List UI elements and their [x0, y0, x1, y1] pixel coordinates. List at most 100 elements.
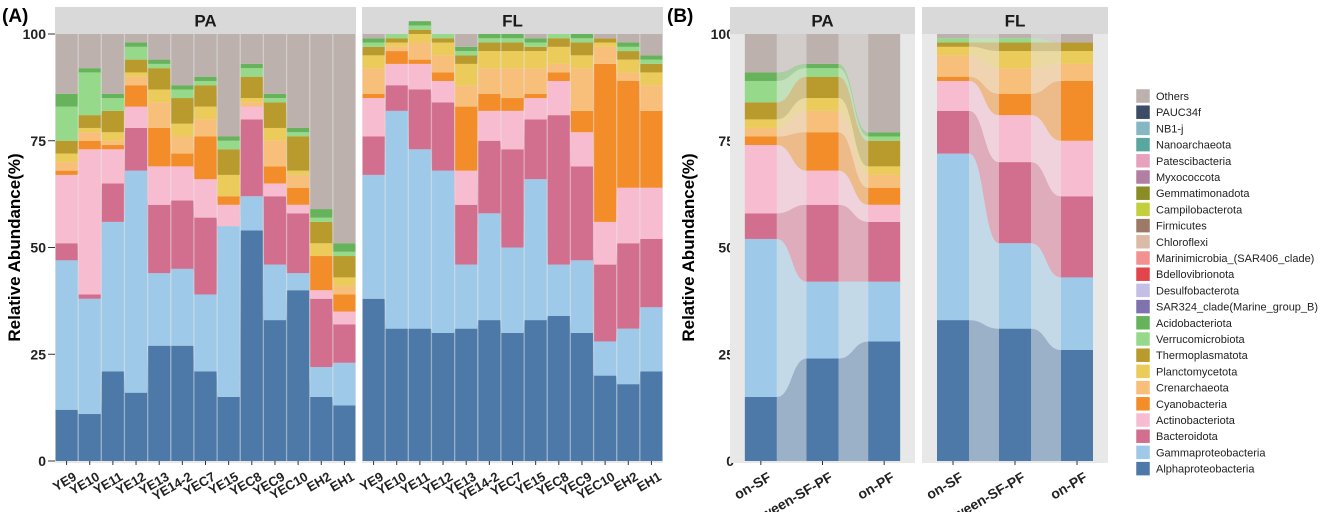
- flow-others: [454, 34, 456, 47]
- bar-segment-crenarchaeota: [194, 119, 217, 137]
- flow-verrucomicrobiota: [262, 68, 264, 103]
- bar-segment-gammaproteobacteria: [362, 174, 385, 299]
- flow-thermoplasmatota: [477, 42, 479, 64]
- flow-alphaproteobacteria: [592, 332, 595, 461]
- panel-a: Relative Abundance(%) 0 25 50 75 100PAYE9YE10…: [5, 7, 664, 504]
- panel-label-b: (B): [667, 6, 693, 27]
- x-tick-label: on-PF: [1047, 469, 1090, 503]
- bar-segment-crenarchaeota: [240, 102, 263, 107]
- flow-actinobacteriota: [500, 110, 502, 150]
- flow-crenarchaeota: [100, 132, 102, 146]
- bar-segment-cyanobacteria: [385, 51, 408, 64]
- flow-verrucomicrobiota: [170, 63, 172, 99]
- bar-segment-crenarchaeota: [999, 68, 1031, 94]
- flow-alphaproteobacteria: [477, 320, 479, 461]
- bar-segment-thermoplasmatota: [263, 102, 286, 128]
- flow-thermoplasmatota: [193, 85, 195, 124]
- flow-thermoplasmatota: [262, 76, 264, 128]
- bar-segment-crenarchaeota: [744, 127, 777, 137]
- flow-acidobacteriota: [309, 127, 311, 218]
- bar-segment-others: [594, 34, 617, 39]
- bar-segment-gammaproteobacteria: [868, 281, 901, 342]
- bar-segment-crenarchaeota: [547, 63, 570, 73]
- bar-segment-others: [125, 34, 148, 43]
- bar-segment-planctomycetota: [101, 132, 124, 141]
- bar-segment-gammaproteobacteria: [125, 170, 148, 393]
- flow-gammaproteobacteria: [332, 362, 334, 406]
- flow-crenarchaeota: [592, 46, 595, 111]
- flow-verrucomicrobiota: [384, 34, 386, 47]
- flow-crenarchaeota: [123, 76, 126, 146]
- flow-others: [776, 34, 807, 73]
- flow-cyanobacteria: [569, 72, 571, 133]
- flow-cyanobacteria: [147, 85, 149, 167]
- flow-cyanobacteria: [285, 166, 288, 205]
- legend-item: Marinimicrobia_(SAR406_clade): [1135, 250, 1314, 266]
- flow-planctomycetota: [123, 72, 126, 141]
- flow-bacteroidota: [546, 115, 548, 265]
- flow-verrucomicrobiota: [523, 38, 525, 47]
- flow-cyanobacteria: [332, 256, 334, 312]
- bar-segment-gammaproteobacteria: [310, 367, 333, 397]
- bar-segment-actinobacteriota: [240, 106, 263, 120]
- flow-cyanobacteria: [546, 72, 548, 99]
- flow-crenarchaeota: [1031, 63, 1061, 94]
- bar-segment-planctomycetota: [744, 119, 777, 128]
- bar-segment-others: [263, 34, 286, 94]
- legend-item: Desulfobacterota: [1135, 283, 1240, 298]
- flow-cyanobacteria: [170, 127, 172, 167]
- flow-thermoplasmatota: [969, 42, 999, 52]
- bar-segment-cyanobacteria: [55, 170, 78, 175]
- legend-swatch: [1135, 104, 1151, 120]
- flow-verrucomicrobiota: [147, 46, 149, 69]
- bar-segment-cyanobacteria: [744, 136, 777, 146]
- bar-segment-bacteroidota: [263, 196, 286, 265]
- bar-segment-gammaproteobacteria: [432, 170, 455, 333]
- bar-segment-alphaproteobacteria: [999, 328, 1031, 461]
- flow-acidobacteriota: [332, 209, 334, 252]
- bar-segment-verrucomicrobiota: [148, 63, 171, 69]
- bar-segment-actinobacteriota: [101, 149, 124, 184]
- bar-segment-planctomycetota: [524, 51, 547, 69]
- bar-segment-acidobacteriota: [125, 42, 148, 47]
- bar-segment-alphaproteobacteria: [594, 375, 617, 461]
- bar-segment-planctomycetota: [937, 46, 969, 56]
- flow-cyanobacteria: [776, 132, 807, 171]
- bar-segment-alphaproteobacteria: [640, 371, 663, 461]
- flow-gammaproteobacteria: [170, 268, 172, 346]
- bar-segment-cyanobacteria: [617, 80, 640, 188]
- flow-acidobacteriota: [262, 63, 264, 99]
- flow-gammaproteobacteria: [969, 153, 999, 329]
- flow-actinobacteriota: [569, 80, 571, 167]
- bar-segment-thermoplasmatota: [1061, 42, 1093, 52]
- flow-crenarchaeota: [407, 42, 409, 60]
- flow-others: [285, 34, 288, 128]
- facet-strip-label: FL: [1005, 12, 1026, 31]
- bar-segment-acidobacteriota: [194, 76, 217, 81]
- bar-segment-gammaproteobacteria: [524, 179, 547, 321]
- bar-segment-planctomycetota: [194, 106, 217, 120]
- bar-segment-gammaproteobacteria: [101, 221, 124, 372]
- bar-segment-actinobacteriota: [524, 98, 547, 120]
- bar-segment-bacteroidota: [385, 85, 408, 111]
- bar-segment-gammaproteobacteria: [478, 213, 501, 321]
- flow-verrucomicrobiota: [639, 46, 641, 64]
- flow-planctomycetota: [776, 98, 807, 128]
- bar-segment-others: [640, 34, 663, 56]
- bar-segment-crenarchaeota: [263, 140, 286, 167]
- bar-segment-alphaproteobacteria: [217, 396, 240, 461]
- flow-cyanobacteria: [193, 136, 195, 180]
- flow-cyanobacteria: [616, 63, 618, 222]
- flow-actinobacteriota: [477, 110, 479, 205]
- bar-segment-others: [240, 34, 263, 64]
- bar-segment-actinobacteriota: [501, 110, 524, 150]
- bar-segment-thermoplasmatota: [501, 42, 524, 52]
- flow-verrucomicrobiota: [776, 68, 807, 103]
- bar-segment-verrucomicrobiota: [125, 46, 148, 60]
- x-tick-label: on-PF: [855, 469, 898, 503]
- bar-segment-planctomycetota: [240, 98, 263, 103]
- legend-item: Thermoplasmatota: [1135, 347, 1249, 363]
- legend-label: Alphaproteobacteria: [1156, 464, 1255, 476]
- flow-gammaproteobacteria: [262, 196, 264, 321]
- bar-segment-others: [524, 34, 547, 39]
